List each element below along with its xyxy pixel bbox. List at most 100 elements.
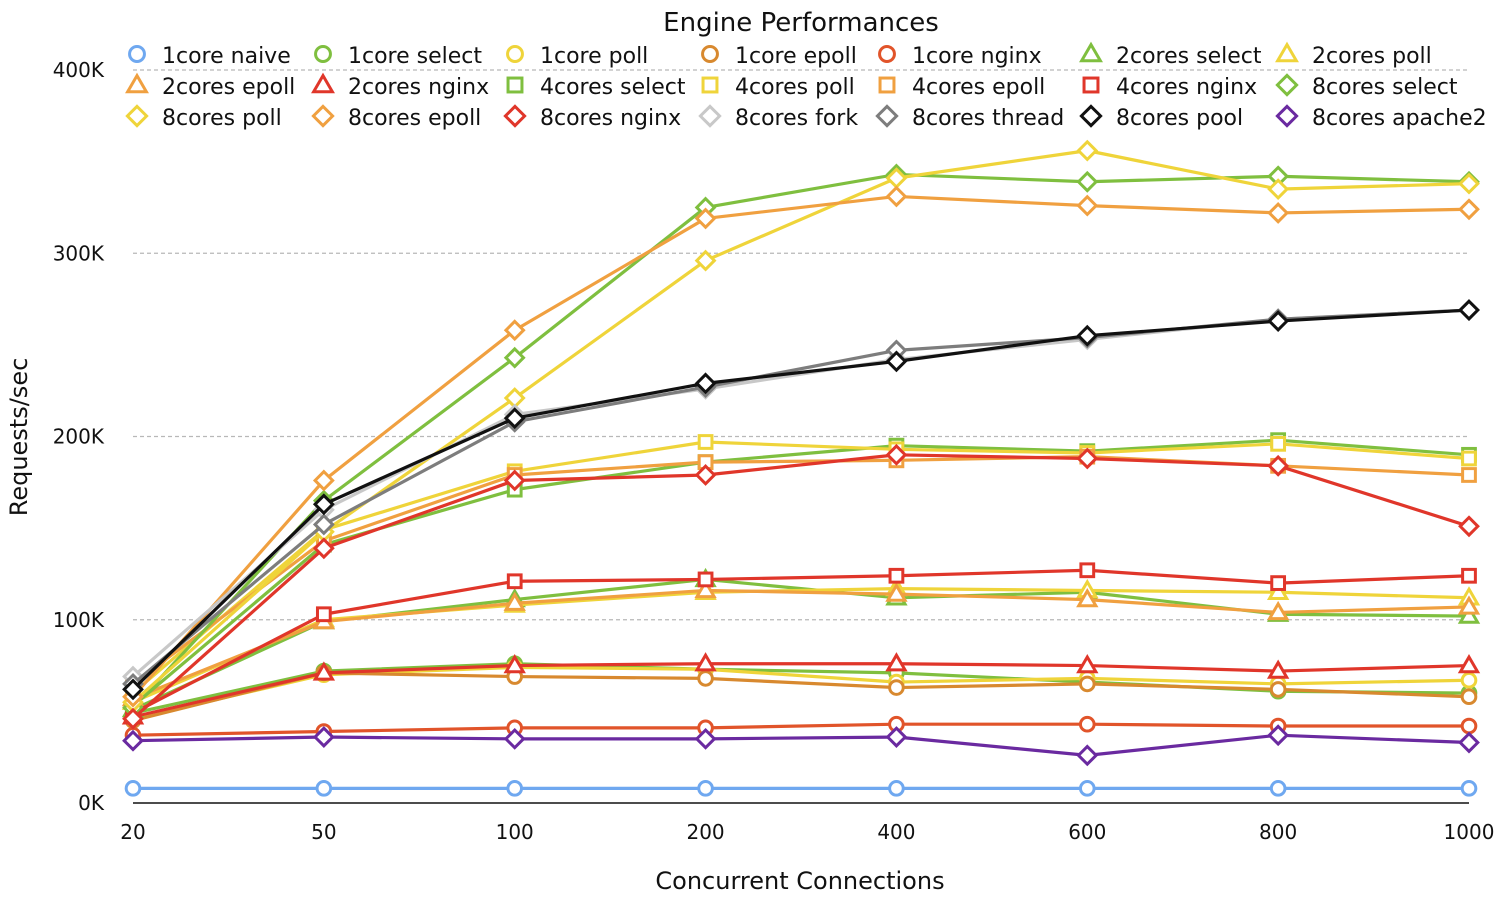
data-point-1core-naive	[697, 780, 714, 797]
data-point-1core-nginx	[1078, 715, 1096, 733]
series-line-1core-poll	[132, 665, 1470, 721]
legend-marker-1core-naive	[128, 45, 146, 63]
legend-marker-2cores-nginx	[311, 72, 335, 94]
legend-item-8cores-thread: 8cores thread	[875, 104, 1064, 131]
data-point-8cores-apache2	[312, 726, 335, 748]
legend-marker-4cores-poll	[701, 76, 719, 94]
data-point-2cores-nginx	[885, 652, 908, 672]
data-point-2cores-poll	[1266, 580, 1290, 600]
data-point-4cores-epoll	[1461, 467, 1477, 483]
legend-item-2cores-select: 2cores select	[1079, 41, 1262, 69]
legend-item-1core-nginx: 1core nginx	[878, 44, 1042, 69]
legend-marker-2cores-poll	[1275, 41, 1299, 63]
data-point-2cores-nginx	[1266, 659, 1290, 679]
legend-item-4cores-poll: 4cores poll	[701, 75, 855, 100]
data-point-8cores-apache2	[694, 727, 717, 750]
legend-label: 1core naive	[162, 44, 291, 69]
series-8cores-apache2	[122, 724, 1480, 767]
legend-item-2cores-epoll: 2cores epoll	[125, 72, 295, 100]
legend-label: 1core epoll	[735, 44, 857, 69]
data-point-1core-nginx	[1460, 717, 1478, 735]
series-line-1core-nginx	[132, 722, 1469, 737]
data-point-2cores-nginx	[1076, 653, 1099, 674]
legend-item-2cores-poll: 2cores poll	[1275, 41, 1432, 69]
series-line-4cores-epoll	[132, 455, 1470, 686]
series-line-8cores-apache2	[132, 733, 1470, 757]
data-point-8cores-poll	[1267, 178, 1290, 201]
legend-marker-8cores-thread	[875, 104, 899, 128]
x-tick-label: 50	[311, 820, 336, 844]
data-point-4cores-nginx	[1079, 562, 1096, 579]
data-point-2cores-epoll	[1076, 588, 1099, 608]
data-point-8cores-nginx	[503, 469, 526, 492]
data-point-1core-naive	[506, 780, 524, 797]
y-tick-label: 200K	[53, 425, 105, 449]
x-axis-title: Concurrent Connections	[655, 867, 944, 895]
data-point-8cores-epoll	[503, 319, 526, 342]
series-line-8cores-epoll	[131, 194, 1470, 698]
series-2cores-epoll	[121, 578, 1481, 707]
legend-item-8cores-select: 8cores select	[1275, 73, 1458, 100]
data-point-8cores-pool	[1267, 310, 1290, 332]
data-point-2cores-epoll	[694, 578, 717, 599]
data-point-8cores-nginx	[1458, 515, 1480, 538]
data-point-8cores-nginx	[885, 443, 908, 466]
data-point-8cores-select	[1076, 170, 1099, 193]
data-point-8cores-apache2	[1076, 744, 1099, 767]
legend-marker-1core-nginx	[878, 45, 896, 63]
data-point-8cores-epoll	[885, 185, 908, 208]
data-point-8cores-apache2	[1458, 731, 1480, 754]
data-point-4cores-nginx	[1461, 567, 1477, 584]
legend-label: 8cores thread	[912, 106, 1064, 131]
series-line-2cores-nginx	[132, 662, 1470, 719]
data-point-1core-epoll	[888, 679, 905, 696]
series-line-8cores-poll	[131, 149, 1470, 704]
x-tick-label: 100	[496, 820, 534, 844]
legend-label: 2cores epoll	[162, 75, 295, 100]
data-point-1core-naive	[315, 780, 333, 797]
data-point-4cores-nginx	[506, 573, 523, 590]
data-point-8cores-epoll	[694, 207, 717, 230]
legend-marker-1core-poll	[506, 45, 524, 63]
data-point-1core-epoll	[1269, 681, 1287, 698]
legend-label: 8cores poll	[162, 106, 282, 131]
legend-marker-1core-epoll	[701, 45, 719, 63]
legend-label: 8cores fork	[735, 106, 858, 131]
x-tick-label: 200	[686, 820, 724, 844]
data-point-8cores-poll	[1458, 172, 1480, 195]
data-point-8cores-epoll	[1267, 202, 1290, 224]
data-point-4cores-poll	[697, 434, 714, 450]
legend-marker-4cores-nginx	[1082, 76, 1100, 94]
legend-item-1core-epoll: 1core epoll	[701, 44, 857, 69]
data-point-1core-naive	[1078, 780, 1096, 797]
legend-label: 4cores epoll	[912, 75, 1045, 100]
legend-item-4cores-nginx: 4cores nginx	[1082, 75, 1257, 100]
data-point-4cores-nginx	[697, 571, 714, 588]
series-8cores-pool	[122, 299, 1480, 701]
data-point-1core-epoll	[1460, 688, 1478, 706]
data-point-8cores-select	[503, 346, 526, 369]
legend-label: 4cores select	[540, 75, 686, 100]
legend-item-8cores-poll: 8cores poll	[125, 104, 282, 131]
data-point-8cores-nginx	[1076, 447, 1099, 470]
y-tick-label: 0K	[78, 791, 105, 815]
series-line-2cores-epoll	[132, 588, 1470, 701]
data-point-8cores-apache2	[885, 726, 908, 748]
data-point-8cores-nginx	[1267, 454, 1290, 477]
legend-item-1core-select: 1core select	[314, 44, 482, 69]
data-point-8cores-thread	[312, 513, 335, 536]
data-point-1core-poll	[1460, 671, 1478, 689]
y-axis-title: Requests/sec	[5, 358, 33, 517]
data-point-8cores-pool	[1458, 299, 1480, 321]
series-line-4cores-poll	[131, 440, 1470, 695]
data-point-8cores-pool	[694, 372, 717, 395]
legend-item-4cores-epoll: 4cores epoll	[878, 75, 1045, 100]
data-point-1core-naive	[1269, 780, 1287, 797]
series-line-8cores-select	[131, 172, 1470, 709]
data-point-4cores-poll	[1270, 435, 1287, 452]
legend-marker-8cores-select	[1275, 73, 1299, 97]
legend-label: 4cores nginx	[1116, 75, 1257, 100]
data-point-2cores-epoll	[503, 591, 526, 611]
legend-label: 2cores nginx	[348, 75, 489, 100]
